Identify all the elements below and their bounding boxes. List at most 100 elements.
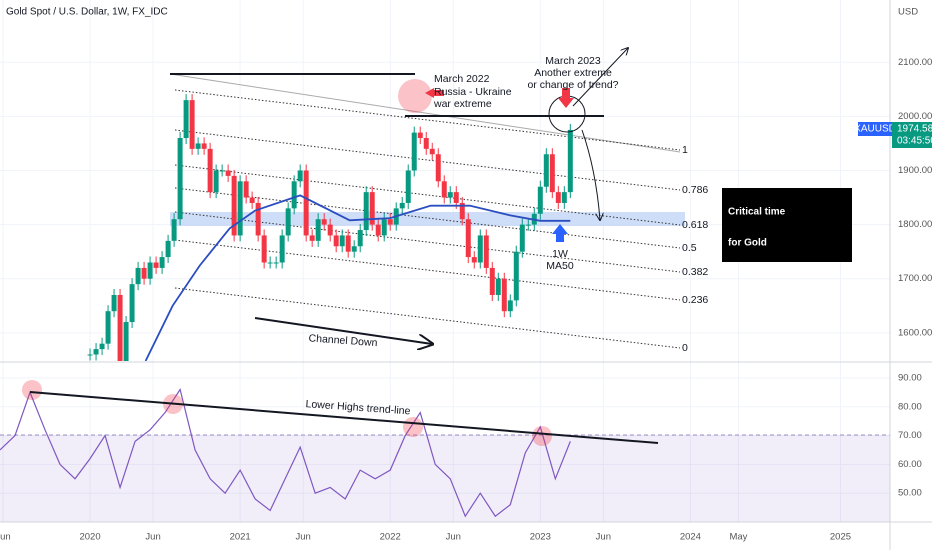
candle xyxy=(111,294,117,312)
y-tick-label: 1700.00 xyxy=(898,273,932,284)
annotation: March 2022 xyxy=(434,73,490,85)
candle xyxy=(219,170,225,172)
candle xyxy=(297,170,303,182)
candle xyxy=(117,294,123,361)
headline: for Gold xyxy=(728,238,767,249)
red-arrow xyxy=(558,88,574,108)
channel-arrow xyxy=(254,317,432,344)
candle xyxy=(231,175,237,236)
arrow xyxy=(581,129,600,220)
candle xyxy=(375,224,381,236)
countdown: 03:45:50 xyxy=(897,136,932,147)
candle xyxy=(363,192,369,231)
candle xyxy=(243,181,249,198)
x-tick-label: 2022 xyxy=(380,532,401,543)
candle xyxy=(537,186,543,214)
candle xyxy=(507,300,513,312)
annotation: or change of trend? xyxy=(527,79,618,91)
candle xyxy=(315,219,321,241)
candle xyxy=(333,235,339,247)
candle xyxy=(453,192,459,203)
y-tick-label: 80.00 xyxy=(898,401,922,412)
fib-label: 0.236 xyxy=(682,294,708,306)
fib-label: 0.786 xyxy=(682,184,708,196)
fib-label: 0 xyxy=(682,342,688,354)
annotation: March 2023 xyxy=(545,55,601,67)
candle xyxy=(129,284,135,323)
fib-label: 1 xyxy=(682,144,688,156)
annotation: MA50 xyxy=(546,260,574,272)
fib-label: 0.382 xyxy=(682,266,708,278)
y-tick-label: 50.00 xyxy=(898,488,922,499)
annotation: Lower Highs trend-line xyxy=(305,398,411,417)
fib-line xyxy=(174,239,681,301)
y-tick-label: 60.00 xyxy=(898,459,922,470)
candle xyxy=(291,181,297,209)
candle xyxy=(477,235,483,263)
candle xyxy=(171,219,177,241)
candle xyxy=(279,235,285,263)
y-tick-label: 2100.00 xyxy=(898,57,932,68)
candle xyxy=(141,267,147,279)
y-tick-label: 70.00 xyxy=(898,430,922,441)
candle xyxy=(423,138,429,149)
candle xyxy=(261,235,267,263)
candle xyxy=(321,219,327,225)
candle xyxy=(387,219,393,225)
x-tick-label: 2024 xyxy=(680,532,701,543)
candle xyxy=(465,219,471,258)
candle xyxy=(249,197,255,203)
candle xyxy=(489,267,495,295)
candle xyxy=(201,143,207,149)
symbol: XAUUSD xyxy=(854,124,896,135)
y-tick-label: 1800.00 xyxy=(898,219,932,230)
annotation: war extreme xyxy=(433,98,492,110)
candle xyxy=(447,192,453,198)
x-tick-label: Jun xyxy=(446,532,461,543)
candle xyxy=(237,181,243,236)
candle xyxy=(147,262,153,279)
candle xyxy=(411,132,417,171)
highlight xyxy=(532,426,552,446)
support-zone xyxy=(170,212,685,226)
candle xyxy=(399,202,405,209)
ma50-line xyxy=(144,194,571,361)
y-tick-label: 2000.00 xyxy=(898,111,932,122)
candle xyxy=(495,278,501,295)
y-tick-label: 90.00 xyxy=(898,372,922,383)
x-tick-label: 2020 xyxy=(79,532,100,543)
candle xyxy=(483,235,489,268)
annotation: Channel Down xyxy=(308,332,378,349)
candle xyxy=(435,154,441,182)
price-tag xyxy=(892,122,932,148)
channel-top xyxy=(169,73,681,153)
candle xyxy=(105,311,111,344)
candle xyxy=(381,219,387,236)
blue-arrow xyxy=(552,224,568,242)
rsi-trendline xyxy=(29,391,659,444)
candle xyxy=(255,202,261,236)
fib-label: 0.5 xyxy=(682,242,697,254)
y-tick-label: 1600.00 xyxy=(898,327,932,338)
candle xyxy=(357,230,363,247)
rsi-line xyxy=(0,388,571,518)
headline-box xyxy=(722,188,852,262)
candle xyxy=(207,148,213,193)
candle xyxy=(351,246,357,252)
red-arrow xyxy=(425,88,444,98)
candle xyxy=(417,132,423,139)
candle xyxy=(525,224,531,226)
x-tick-label: 2025 xyxy=(830,532,851,543)
candle xyxy=(459,202,465,220)
fib-line xyxy=(174,187,681,249)
x-tick-label: May xyxy=(729,532,747,543)
candle xyxy=(519,224,525,252)
candle xyxy=(153,262,159,268)
fib-label: 0.618 xyxy=(682,219,708,231)
candle xyxy=(549,154,555,193)
x-tick-label: 2021 xyxy=(230,532,251,543)
candle xyxy=(183,100,189,139)
candle xyxy=(309,235,315,241)
x-tick-label: Jun xyxy=(0,532,11,543)
